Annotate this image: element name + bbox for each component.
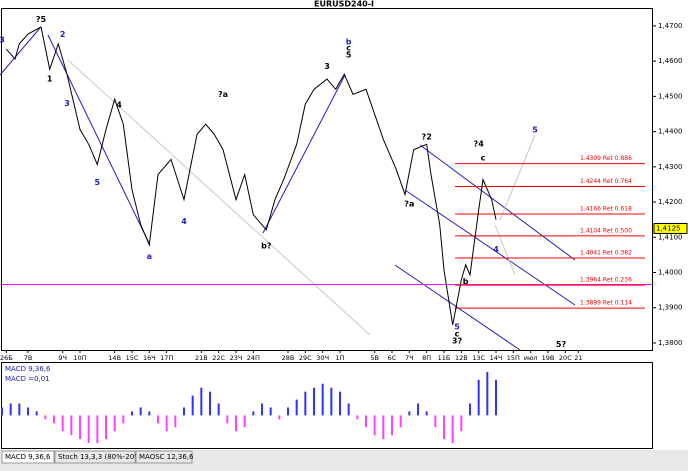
chart-title: EURUSD240-I [314, 0, 374, 9]
projection-line [499, 134, 536, 221]
x-tick-label: июл [524, 354, 538, 362]
x-tick-label: 22С [212, 354, 225, 362]
y-tick-label: 1,3900 [658, 304, 683, 312]
y-tick-label: 1,4500 [658, 92, 683, 100]
fib-label: 1.4104 Ret 0.500 [580, 227, 632, 234]
x-tick-label: 14В [108, 354, 121, 362]
fib-label: 1.4041 Ret 0.382 [580, 250, 632, 257]
indicator-value: MACD =0,01 [5, 375, 50, 383]
last-price-box [653, 222, 688, 234]
wave-label: ?a [218, 90, 228, 99]
x-tick-label: 15С [126, 354, 139, 362]
wave-label: 2 [60, 30, 66, 39]
x-tick-label: 5В [370, 354, 379, 362]
x-tick-label: 23Ч [230, 354, 243, 362]
price-frame [1, 8, 653, 351]
x-tick-label: 13С [472, 354, 485, 362]
wave-label: a [147, 252, 152, 261]
wave-label: 1 [47, 74, 53, 83]
x-tick-label: 9Ч [58, 354, 67, 362]
wave-label: 3 [64, 99, 70, 108]
tab-label[interactable]: MACD 9,36,6 [5, 453, 51, 461]
x-tick-label: 20С [559, 354, 572, 362]
wave-label: 5? [556, 340, 567, 349]
tab-label[interactable]: Stoch 13,3,3 (80%-20%) [58, 453, 144, 461]
indicator-title: MACD 9,36,6 [5, 365, 51, 373]
y-tick-label: 1,4300 [658, 163, 683, 171]
wave-label: 5 [95, 178, 101, 187]
trend-line [67, 59, 371, 336]
wave-label: 4 [181, 217, 187, 226]
y-tick-label: 1,4200 [658, 198, 683, 206]
projection-line [494, 224, 516, 276]
wave-label: b? [261, 242, 272, 251]
trend-line [47, 34, 151, 246]
fib-label: 1.3964 Ret 0.236 [580, 277, 632, 284]
x-tick-label: 7В [24, 354, 33, 362]
wave-label: 5 [454, 323, 460, 332]
tab-label[interactable]: MAOSC 12,36,6 [139, 453, 194, 461]
fib-label: 1.4166 Ret 0.618 [580, 206, 632, 213]
x-tick-label: 6С [388, 354, 397, 362]
price-line [5, 26, 497, 326]
last-price-label: 1,4125 [656, 224, 681, 232]
wave-label: ?a [404, 199, 414, 208]
fib-label: 1.4309 Ret 0.886 [580, 155, 632, 162]
wave-label: c [481, 154, 486, 163]
wave-label: ?5 [36, 15, 47, 24]
x-tick-label: 21В [195, 354, 208, 362]
wave-label: 4 [116, 101, 122, 110]
x-tick-label: 17П [160, 354, 173, 362]
tab[interactable] [135, 450, 193, 464]
channel-line [404, 189, 576, 306]
tab[interactable] [54, 450, 136, 464]
x-tick-label: 24П [247, 354, 260, 362]
y-tick-label: 1,4600 [658, 57, 683, 65]
wave-label: 5 [532, 125, 538, 134]
x-tick-label: 11Б [438, 354, 451, 362]
trend-lines [0, 27, 576, 351]
tab-bar: MACD 9,36,6 Stoch 13,3,3 (80%-20%) MAOSC… [0, 450, 688, 471]
fib-label: 1.4244 Ret 0.764 [580, 178, 632, 185]
wave-label: 3? [452, 337, 463, 346]
x-tick-label: 28В [282, 354, 295, 362]
channel-line [419, 144, 576, 261]
y-tick-label: 1,4100 [658, 233, 683, 241]
wave-label: 3 [0, 36, 5, 45]
channel-line [394, 264, 521, 351]
macd-frame [1, 362, 653, 449]
x-tick-label: 8П [422, 354, 431, 362]
wave-label: 3 [324, 62, 330, 71]
x-tick-label: 19В [542, 354, 555, 362]
x-tick-label: 30Ч [316, 354, 329, 362]
x-tick-label: 21 [574, 354, 582, 362]
y-tick-label: 1,4400 [658, 128, 683, 136]
tab[interactable] [1, 450, 55, 464]
y-tick-label: 1,4000 [658, 269, 683, 277]
wave-label: c [455, 330, 460, 339]
x-tick-label: 29С [299, 354, 312, 362]
y-tick-label: 1,4700 [658, 22, 683, 30]
x-tick-label: 15П [507, 354, 520, 362]
x-tick-label: 1П [335, 354, 344, 362]
wave-label: ?4 [474, 139, 485, 148]
trend-line [262, 74, 346, 234]
wave-label: ?2 [422, 132, 432, 141]
y-tick-label: 1,3800 [658, 339, 683, 347]
x-tick-label: 16Ч [143, 354, 156, 362]
x-tick-label: 14Ч [490, 354, 503, 362]
wave-label: c [346, 44, 351, 53]
trend-line [0, 27, 41, 76]
wave-label: 5 [346, 51, 352, 60]
x-tick-label: 10П [73, 354, 86, 362]
wave-label: 4 [493, 245, 499, 254]
x-tick-label: 12В [455, 354, 468, 362]
fib-label: 1.3899 Ret 0.114 [580, 300, 632, 307]
wave-label: b [463, 277, 469, 286]
x-tick-label: 7Ч [405, 354, 414, 362]
x-tick-label: 26Б [0, 354, 13, 362]
wave-label: b [346, 37, 352, 46]
